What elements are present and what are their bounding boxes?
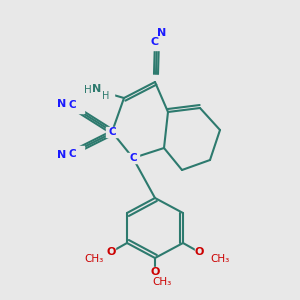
- Text: CH₃: CH₃: [210, 254, 230, 264]
- Text: C: C: [151, 37, 159, 47]
- Text: N: N: [158, 28, 166, 38]
- Text: H: H: [84, 85, 92, 95]
- Bar: [151, 267, 159, 277]
- Bar: [78, 81, 114, 99]
- Text: CH₃: CH₃: [152, 277, 172, 287]
- Bar: [149, 32, 165, 50]
- Bar: [56, 146, 84, 162]
- Bar: [77, 253, 113, 265]
- Bar: [127, 153, 139, 163]
- Bar: [107, 247, 115, 257]
- Bar: [106, 127, 118, 137]
- Text: C: C: [108, 127, 116, 137]
- Text: N: N: [57, 99, 67, 109]
- Text: O: O: [194, 247, 204, 257]
- Text: H: H: [102, 91, 110, 101]
- Text: C: C: [129, 153, 137, 163]
- Bar: [143, 276, 179, 288]
- Bar: [201, 253, 237, 265]
- Text: CH₃: CH₃: [84, 254, 104, 264]
- Text: O: O: [106, 247, 116, 257]
- Text: N: N: [92, 84, 102, 94]
- Text: N: N: [57, 150, 67, 160]
- Text: C: C: [68, 149, 76, 159]
- Bar: [56, 97, 84, 113]
- Text: C: C: [68, 100, 76, 110]
- Text: O: O: [150, 267, 160, 277]
- Bar: [195, 247, 203, 257]
